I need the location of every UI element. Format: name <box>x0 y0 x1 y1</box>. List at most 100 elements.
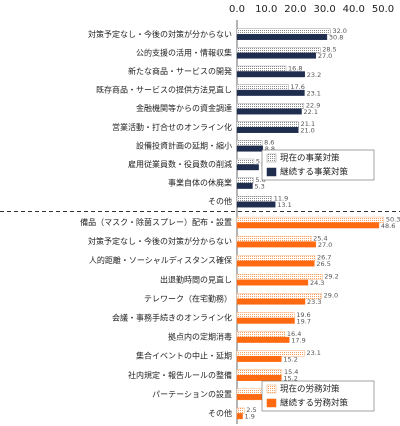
value-label: 23.1 <box>306 349 320 357</box>
value-label: 29.2 <box>324 273 338 281</box>
bar <box>236 260 315 267</box>
bar <box>236 255 316 261</box>
category-label: パーテーションの設置 <box>152 389 232 399</box>
bar <box>236 108 302 115</box>
x-tick-label: 40.0 <box>343 4 365 15</box>
category-label: 雇用従業員数・役員数の削減 <box>128 159 232 169</box>
bar <box>236 102 305 109</box>
bar <box>236 164 259 171</box>
bar <box>236 47 321 54</box>
category-label: 対策予定なし・今後の対策が分からない <box>88 236 232 246</box>
bar <box>236 177 254 184</box>
bar <box>236 65 287 72</box>
value-label: 5.6 <box>255 176 265 184</box>
legend-swatch <box>266 384 277 394</box>
value-label: 11.9 <box>274 194 288 202</box>
x-tick-label: 0.0 <box>229 4 245 15</box>
value-label: 15.2 <box>283 375 297 383</box>
bar <box>236 158 255 165</box>
bar <box>236 201 276 208</box>
value-label: 26.7 <box>317 253 331 261</box>
value-label: 15.4 <box>284 368 298 376</box>
bar <box>236 127 299 134</box>
value-label: 23.1 <box>306 89 320 97</box>
value-label: 17.9 <box>291 336 305 344</box>
value-label: 16.4 <box>287 330 301 338</box>
category-label: 新たな商品・サービスの開発 <box>128 66 232 76</box>
value-label: 8.6 <box>264 139 274 147</box>
category-label: 営業活動・打合せのオンライン化 <box>112 122 232 132</box>
x-tick-label: 10.0 <box>255 4 277 15</box>
value-label: 30.8 <box>329 34 343 42</box>
category-label: 拠点内の定期消毒 <box>168 332 232 342</box>
value-label: 23.2 <box>307 71 321 79</box>
bar <box>236 182 253 189</box>
category-label: 既存商品・サービスの提供方法見直し <box>96 85 232 95</box>
x-tick-label: 30.0 <box>313 4 335 15</box>
legend-swatch <box>266 153 277 163</box>
bar <box>236 375 282 381</box>
bar <box>236 298 306 305</box>
value-label: 21.1 <box>301 120 315 128</box>
value-label: 8.8 <box>265 145 275 153</box>
legend-label: 継続する労務対策 <box>280 398 349 409</box>
value-label: 19.6 <box>296 311 310 319</box>
category-label: 社内規定・報告ルールの整備 <box>128 370 232 380</box>
value-label: 25.4 <box>313 234 327 242</box>
bar <box>236 279 309 286</box>
bar <box>236 312 295 319</box>
value-label: 28.5 <box>322 46 336 54</box>
value-label: 17.6 <box>290 83 304 91</box>
value-label: 27.0 <box>318 52 332 60</box>
category-label: 対策予定なし・今後の対策が分からない <box>88 29 232 39</box>
value-label: 21.0 <box>300 127 314 135</box>
value-label: 1.9 <box>245 413 255 421</box>
value-label: 23.3 <box>307 298 321 306</box>
legend-box <box>261 380 375 412</box>
x-tick-label: 20.0 <box>284 4 306 15</box>
category-label: 出退勤時間の見直し <box>160 274 232 284</box>
bar <box>236 336 290 343</box>
legend-label: 現在の事業対策 <box>280 153 340 164</box>
bar <box>236 34 328 40</box>
category-label: テレワーク（在宅勤務） <box>144 293 232 303</box>
bar <box>236 331 286 338</box>
bar <box>236 216 385 223</box>
bar <box>236 355 282 362</box>
value-label: 16.8 <box>288 64 302 72</box>
category-label: 設備投資計画の延期・縮小 <box>136 140 232 150</box>
bar <box>236 413 243 420</box>
value-label: 19.7 <box>297 317 311 325</box>
category-label: 事業自体の休廃業 <box>168 178 232 188</box>
bar <box>236 369 283 376</box>
legend-swatch <box>266 398 277 408</box>
value-label: 32.0 <box>332 27 346 35</box>
bar <box>236 89 305 96</box>
bar <box>236 317 295 324</box>
value-label: 22.1 <box>304 108 318 116</box>
bar <box>236 145 263 152</box>
bar <box>236 140 263 147</box>
value-label: 24.3 <box>310 279 324 287</box>
bar <box>236 28 331 35</box>
category-label: その他 <box>208 408 232 418</box>
value-label: 27.0 <box>318 241 332 249</box>
value-label: 2.5 <box>246 406 256 414</box>
value-label: 29.0 <box>324 292 338 300</box>
value-label: 22.9 <box>306 101 320 109</box>
category-label: 人的距離・ソーシャルディスタンス確保 <box>89 255 232 265</box>
value-label: 5.3 <box>254 182 264 190</box>
legend-label: 現在の労務対策 <box>280 384 340 395</box>
bar <box>236 71 305 78</box>
category-label: その他 <box>208 196 232 206</box>
category-label: 備品（マスク・除菌スプレー）配布・設置 <box>80 217 232 227</box>
value-label: 48.6 <box>381 222 395 230</box>
value-label: 15.2 <box>283 355 297 363</box>
bar <box>236 222 380 229</box>
legend-box <box>261 149 375 181</box>
bar <box>236 241 317 248</box>
bar <box>236 195 272 202</box>
legend-label: 継続する事業対策 <box>280 167 349 178</box>
category-label: 金融機関等からの資金調達 <box>136 103 232 113</box>
